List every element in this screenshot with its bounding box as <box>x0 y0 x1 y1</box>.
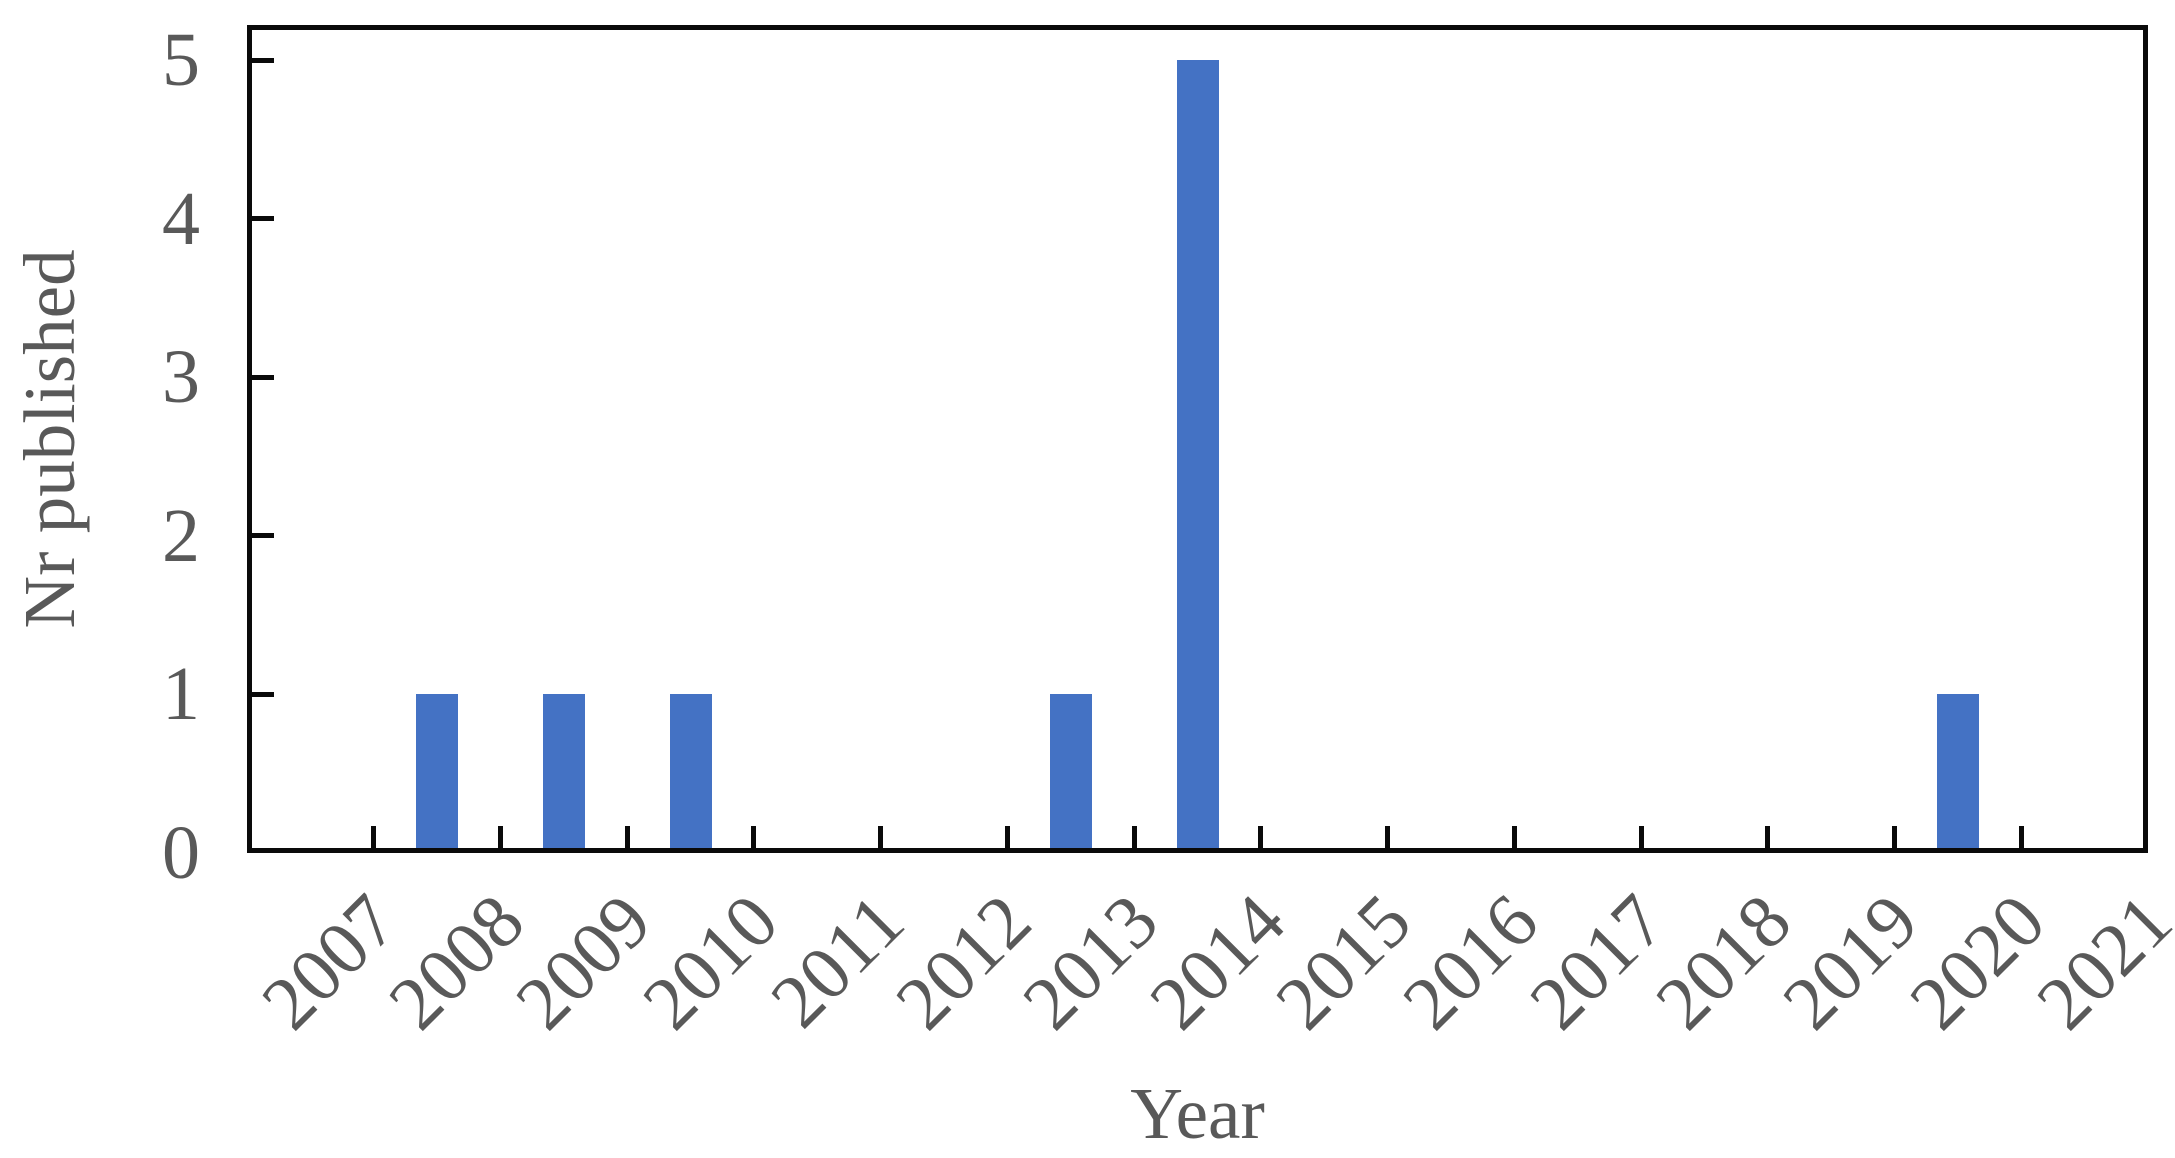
x-tick-label-2020: 2020 <box>1893 878 2061 1046</box>
x-tick-label-2021: 2021 <box>2020 878 2175 1046</box>
x-tick-label-2017: 2017 <box>1513 878 1681 1046</box>
y-axis-title: Nr published <box>9 249 90 629</box>
x-tick-label-2008: 2008 <box>373 878 541 1046</box>
x-tick-label-2012: 2012 <box>880 878 1048 1046</box>
x-axis-title: Year <box>1130 1073 1265 1154</box>
plot-area <box>247 25 2148 853</box>
x-tick-label-2014: 2014 <box>1133 878 1301 1046</box>
x-tick-label-2011: 2011 <box>755 878 921 1044</box>
x-tick-label-2019: 2019 <box>1767 878 1935 1046</box>
x-tick-label-2007: 2007 <box>246 878 414 1046</box>
x-tick-label-2018: 2018 <box>1640 878 1808 1046</box>
x-tick-label-2010: 2010 <box>626 878 794 1046</box>
x-tick-label-2016: 2016 <box>1387 878 1554 1046</box>
x-tick-label-2009: 2009 <box>499 878 667 1046</box>
x-tick-label-2013: 2013 <box>1006 878 1174 1046</box>
x-tick-label-2015: 2015 <box>1260 878 1428 1046</box>
